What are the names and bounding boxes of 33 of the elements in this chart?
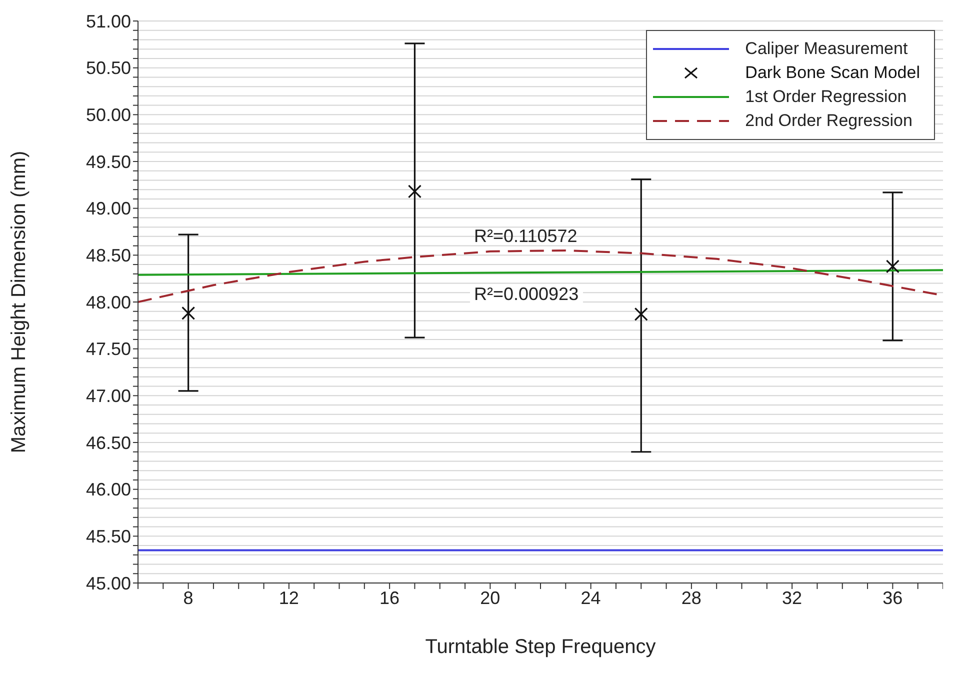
- x-tick-label: 8: [183, 588, 194, 608]
- y-axis-title: Maximum Height Dimension (mm): [8, 150, 30, 454]
- y-tick-label: 50.50: [86, 58, 131, 78]
- y-tick-label: 47.50: [86, 339, 131, 360]
- x-tick-label: 32: [782, 588, 802, 608]
- y-tick-label: 51.00: [86, 11, 131, 32]
- y-tick-label: 49.50: [86, 152, 131, 172]
- y-tick-label: 47.00: [86, 386, 131, 406]
- annotation: R²=0.000923: [470, 284, 583, 305]
- x-tick-label: 12: [278, 588, 299, 608]
- y-tick-label: 50.00: [86, 105, 131, 126]
- point: [182, 306, 196, 320]
- point: [886, 260, 900, 274]
- y-tick-label: 46.00: [86, 480, 131, 500]
- legend-label: 1st Order Regression: [745, 86, 907, 108]
- annotation: R²=0.110572: [473, 226, 578, 247]
- text: Dark Bone Scan Model: [745, 62, 920, 84]
- y-tick-label: 48.50: [86, 246, 131, 266]
- y-tick-label: 48.00: [86, 292, 131, 312]
- x-tick-label: 16: [380, 588, 400, 608]
- x-tick-label: 28: [681, 588, 702, 608]
- point: [634, 307, 648, 321]
- point: [408, 184, 422, 198]
- y-tick-label: 46.50: [86, 432, 131, 453]
- y-tick-label: 45.50: [86, 526, 131, 547]
- x-axis-title: Turntable Step Frequency: [425, 636, 656, 658]
- legend-label: Caliper Measurement: [745, 38, 908, 60]
- x-tick-label: 36: [882, 588, 903, 608]
- y-tick-label: 45.00: [86, 573, 131, 594]
- x-tick-label: 20: [480, 588, 500, 608]
- y-tick-label: 49.00: [86, 198, 131, 219]
- x-tick-label: 24: [580, 588, 601, 608]
- legend-label: 2nd Order Regression: [745, 110, 912, 132]
